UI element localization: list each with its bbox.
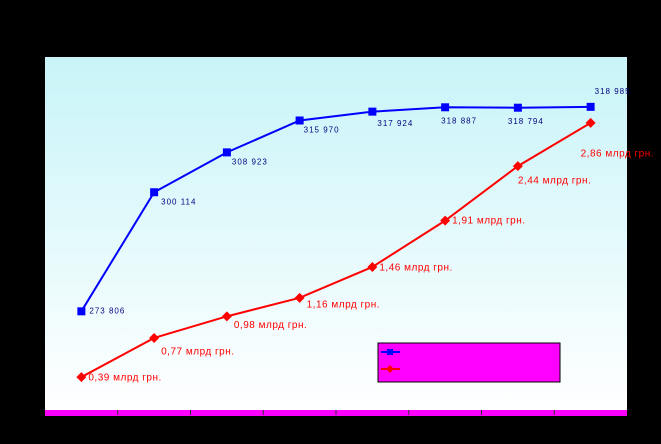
marker [441, 103, 450, 112]
data-label: 1,46 млрд грн. [379, 263, 452, 274]
data-label: 318 985 [595, 87, 631, 96]
marker [77, 307, 86, 316]
series-line [80, 105, 591, 312]
data-label: 318 794 [508, 117, 544, 126]
data-label: 0,77 млрд грн. [161, 347, 234, 358]
data-label: 308 923 [232, 157, 268, 166]
data-label: 0,39 млрд грн. [88, 373, 161, 384]
data-label: 2,86 млрд грн. [581, 149, 654, 160]
data-label: 273 806 [89, 306, 125, 315]
marker [368, 107, 377, 116]
data-label: 300 114 [161, 197, 196, 206]
legend [377, 342, 561, 383]
marker [512, 161, 523, 172]
data-label: 315 970 [304, 126, 340, 135]
marker [367, 261, 378, 272]
marker [440, 215, 451, 226]
marker [513, 103, 522, 112]
data-label: 1,91 млрд грн. [452, 215, 525, 226]
marker [149, 332, 160, 343]
marker [294, 292, 305, 303]
data-label: 1,16 млрд грн. [307, 299, 380, 310]
data-label: 317 924 [377, 119, 413, 128]
marker [150, 188, 159, 197]
marker [586, 102, 595, 111]
series-line [80, 122, 592, 378]
marker [222, 148, 231, 157]
marker [295, 116, 304, 125]
data-label: 0,98 млрд грн. [234, 320, 307, 331]
marker [76, 372, 87, 383]
legend-marker [386, 365, 394, 373]
data-label: 318 887 [441, 116, 477, 125]
marker [585, 117, 596, 128]
legend-marker [387, 349, 393, 355]
data-label: 2,44 млрд грн. [518, 176, 591, 187]
marker [221, 311, 232, 322]
